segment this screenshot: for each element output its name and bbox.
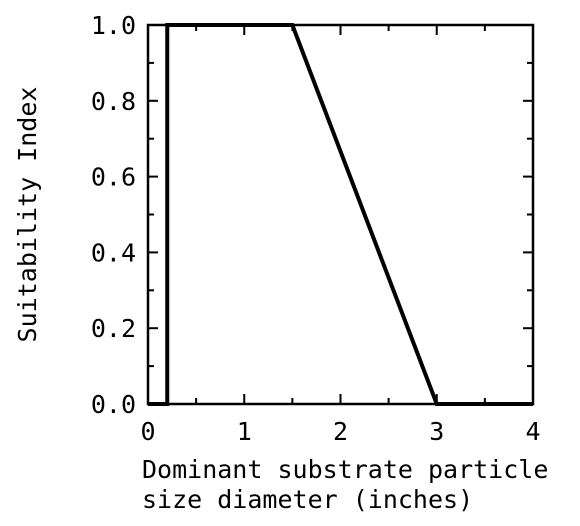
plot-area: [146, 23, 535, 406]
x-tick-label: 1: [237, 417, 252, 446]
x-axis-title-line-2: size diameter (inches): [142, 485, 473, 514]
y-tick-label: 1.0: [91, 11, 136, 40]
y-axis-title: Suitability Index: [13, 87, 42, 343]
x-tick-label: 3: [429, 417, 444, 446]
y-tick-label: 0.8: [91, 87, 136, 116]
series-group: [148, 23, 533, 406]
series-line: [148, 23, 533, 406]
y-tick-label: 0.0: [91, 390, 136, 419]
x-tick-label: 0: [140, 417, 155, 446]
x-axis-title-line-1: Dominant substrate particle: [142, 455, 548, 484]
y-tick-labels: 0.0 0.2 0.4 0.6 0.8 1.0: [91, 11, 136, 419]
major-ticks: [147, 24, 534, 405]
minor-ticks: [148, 25, 533, 404]
y-tick-label: 0.6: [91, 163, 136, 192]
y-tick-label: 0.2: [91, 314, 136, 343]
x-tick-label: 4: [525, 417, 540, 446]
plot-frame: [146, 23, 535, 406]
x-tick-labels: 0 1 2 3 4: [140, 417, 540, 446]
y-tick-label: 0.4: [91, 238, 136, 267]
x-tick-label: 2: [333, 417, 348, 446]
